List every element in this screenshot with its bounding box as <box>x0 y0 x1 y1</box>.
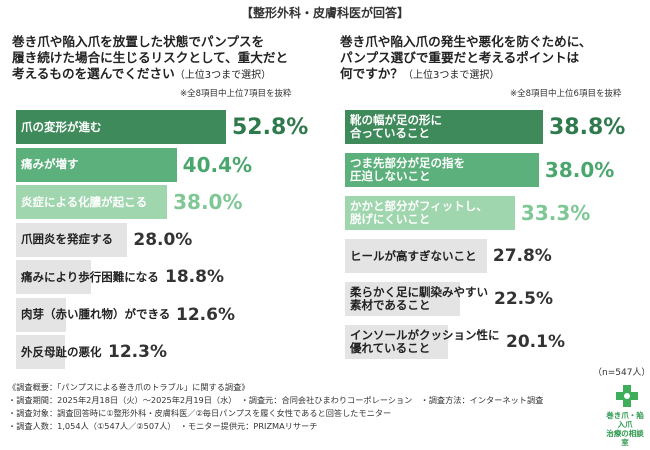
bar <box>16 260 91 294</box>
medical-cross-icon <box>616 385 638 407</box>
right-note: ※全8項目中上位6項目を抜粋 <box>510 89 622 99</box>
right-question-panel: 巻き爪や陥入爪の発生や悪化を防ぐために、 パンプス選びで重要だと考えるポイントは… <box>340 34 650 84</box>
left-question-panel: 巻き爪や陥入爪を放置した状態でパンプスを 履き続けた場合に生じるリスクとして、重… <box>12 34 322 84</box>
bar-label: 痛みにより歩行困難になる <box>21 269 159 284</box>
bar-value: 38.8% <box>549 114 626 140</box>
bar-value: 38.0% <box>173 190 243 214</box>
bar-value: 28.0% <box>133 229 193 250</box>
bar-row: 痛みが増す 40.4% <box>16 147 316 182</box>
bar-label: 爪の変形が進む <box>21 119 102 134</box>
bar <box>16 335 65 369</box>
left-question: 巻き爪や陥入爪を放置した状態でパンプスを 履き続けた場合に生じるリスクとして、重… <box>12 34 289 81</box>
bar-label: 爪囲炎を発症する <box>21 232 113 246</box>
bar-value: 22.5% <box>494 289 553 309</box>
bar-value: 12.3% <box>108 342 167 362</box>
bar <box>16 185 168 219</box>
bar-label: つま先部分が足の指を 圧迫しないこと <box>350 156 465 183</box>
bar <box>345 282 460 316</box>
bar <box>345 325 448 359</box>
bar-label: 痛みが増す <box>21 157 79 171</box>
bar-row: 痛みにより歩行困難になる 18.8% <box>16 260 316 294</box>
sample-size-label: （n=547人） <box>593 368 650 378</box>
bar-row: インソールがクッション性に 優れていること 20.1% <box>345 325 645 359</box>
bar-value: 18.8% <box>165 267 224 287</box>
bar-value: 20.1% <box>506 332 565 352</box>
bar-label: 炎症による化膿が起こる <box>21 194 148 209</box>
bar <box>345 239 487 273</box>
bar-value: 12.6% <box>176 304 235 325</box>
survey-header: 【整形外科・皮膚科医が回答】 <box>240 6 409 20</box>
right-question-sub: （上位3つまで選択） <box>402 70 500 81</box>
bar-row: 爪囲炎を発症する 28.0% <box>16 222 316 257</box>
bar-label: かかと部分がフィットし、 脱げにくいこと <box>350 199 488 226</box>
bar-label: インソールがクッション性に 優れていること <box>350 328 500 355</box>
bar-row: 外反母趾の悪化 12.3% <box>16 335 316 369</box>
bar-label: 肉芽（赤い腫れ物）ができる <box>21 307 171 321</box>
bar-label: 柔らかく足に馴染みやすい 素材であること <box>350 285 488 312</box>
bar-value: 40.4% <box>182 152 253 177</box>
left-note: ※全8項目中上位7項目を抜粋 <box>180 89 292 99</box>
survey-footer: 《調査概要：「パンプスによる巻き爪のトラブル」に関する調査》 ・調査期間：202… <box>8 381 543 433</box>
bar-row: 靴の幅が足の形に 合っていること 38.8% <box>345 110 645 144</box>
bar <box>16 222 128 257</box>
bar-value: 38.0% <box>544 158 615 182</box>
footer-line: ・調査期間：2025年2月18日（火）〜2025年2月19日（水） ・調査元：合… <box>8 395 544 405</box>
bar-row: かかと部分がフィットし、 脱げにくいこと 33.3% <box>345 196 645 230</box>
bar <box>345 110 543 144</box>
bar-value: 27.8% <box>492 246 552 266</box>
right-question: 巻き爪や陥入爪の発生や悪化を防ぐために、 パンプス選びで重要だと考えるポイントは… <box>340 34 592 81</box>
bar-row: 炎症による化膿が起こる 38.0% <box>16 185 316 219</box>
bar-value: 52.8% <box>232 114 309 140</box>
bar <box>345 153 539 187</box>
clinic-logo: 巻き爪・陥入爪 治療の相談室 <box>603 384 647 447</box>
bar-row: 柔らかく足に馴染みやすい 素材であること 22.5% <box>345 282 645 316</box>
bar <box>16 297 67 332</box>
bar <box>345 196 515 230</box>
left-question-sub: （上位3つまで選択） <box>174 70 272 81</box>
bar <box>16 110 226 144</box>
footer-line: ・調査人数：1,054人（①547人／②507人） ・モニター提供元：PRIZM… <box>8 421 318 431</box>
bar-row: ヒールが高すぎないこと 27.8% <box>345 239 645 273</box>
clinic-logo-text: 巻き爪・陥入爪 治療の相談室 <box>606 411 644 447</box>
footer-line: 《調査概要：「パンプスによる巻き爪のトラブル」に関する調査》 <box>8 382 250 392</box>
bar-value: 33.3% <box>520 201 591 225</box>
bar-label: ヒールが高すぎないこと <box>350 248 477 263</box>
bar-row: 爪の変形が進む 52.8% <box>16 110 316 144</box>
bar-label: 外反母趾の悪化 <box>21 344 102 359</box>
bar-row: 肉芽（赤い腫れ物）ができる 12.6% <box>16 297 316 332</box>
bar-row: つま先部分が足の指を 圧迫しないこと 38.0% <box>345 153 645 187</box>
footer-line: ・調査対象：調査回答時に①整形外科・皮膚科医／②毎日パンプスを履く女性であると回… <box>8 408 392 418</box>
bar-label: 靴の幅が足の形に 合っていること <box>350 113 442 140</box>
bar <box>16 147 177 182</box>
